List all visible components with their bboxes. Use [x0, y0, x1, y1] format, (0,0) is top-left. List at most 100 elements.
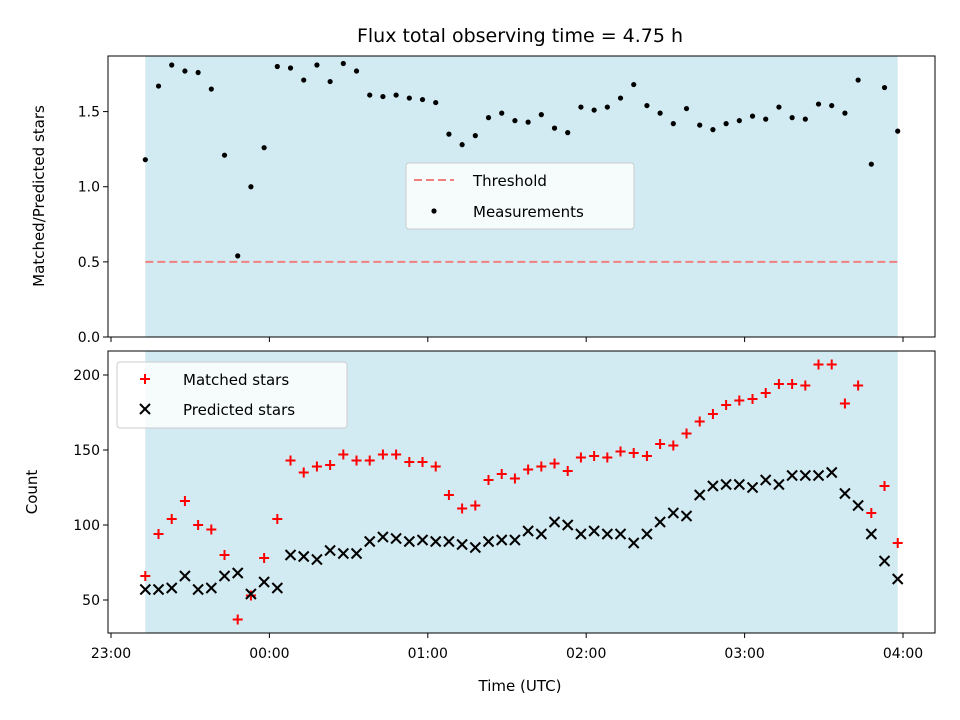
- measurement-point: [235, 253, 241, 259]
- predicted-stars-point: [601, 528, 614, 540]
- matched-stars-point: [747, 394, 758, 404]
- measurement-point: [644, 102, 650, 109]
- matched-stars-point: [153, 529, 164, 539]
- legend-label: Predicted stars: [183, 401, 295, 419]
- matched-stars-point: [140, 571, 151, 581]
- measurement-point: [274, 63, 280, 70]
- measurement-point: [261, 145, 267, 151]
- predicted-stars-point: [826, 466, 838, 479]
- matched-stars-point: [417, 457, 428, 467]
- matched-stars-point: [338, 449, 349, 460]
- measurement-point: [578, 104, 584, 110]
- measurement-point: [485, 115, 492, 121]
- measurement-point: [749, 113, 756, 119]
- matched-stars-point: [892, 538, 903, 548]
- predicted-stars-point: [535, 528, 548, 540]
- predicted-stars-point: [152, 583, 165, 596]
- predicted-stars-point: [707, 480, 719, 492]
- measurement-point: [868, 161, 874, 167]
- predicted-stars-point: [522, 525, 534, 537]
- measurement-point: [525, 119, 531, 125]
- y-tick-label: 50: [82, 593, 100, 609]
- matched-stars-point: [879, 481, 890, 491]
- predicted-stars-point: [720, 478, 732, 491]
- measurement-point: [433, 99, 439, 106]
- measurement-point: [842, 110, 848, 116]
- matched-stars-point: [866, 508, 877, 518]
- matched-stars-point: [826, 359, 837, 370]
- predicted-stars-point: [258, 576, 270, 588]
- measurement-point: [683, 105, 690, 112]
- measurement-point: [169, 62, 175, 68]
- measurement-point: [776, 104, 782, 110]
- measurement-point: [538, 112, 544, 118]
- legend-measurements-handle: [431, 208, 437, 214]
- matched-stars-point: [813, 359, 824, 370]
- measurement-point: [512, 118, 518, 124]
- ratio-y-axis-label: Matched/Predicted stars: [30, 105, 48, 287]
- matched-stars-point: [259, 553, 270, 563]
- predicted-stars-point: [271, 582, 284, 594]
- matched-stars-point: [404, 457, 415, 467]
- predicted-stars-point: [298, 550, 310, 563]
- matched-stars-point: [523, 464, 534, 475]
- x-tick-label: 01:00: [408, 646, 448, 662]
- measurement-point: [829, 102, 835, 109]
- matched-stars-point: [325, 460, 336, 470]
- matched-stars-point: [562, 466, 573, 476]
- predicted-stars-point: [284, 549, 297, 561]
- predicted-stars-point: [588, 525, 600, 537]
- measurement-point: [314, 62, 320, 68]
- matched-stars-point: [206, 524, 217, 535]
- measurement-point: [472, 133, 478, 139]
- y-tick-label: 1.5: [78, 105, 100, 121]
- matched-stars-point: [734, 395, 745, 406]
- count-panel: 50 100 150 200 23:00 00:00 01:00 02:00 03:00 04:0…: [73, 350, 936, 662]
- matched-stars-point: [575, 452, 586, 463]
- matched-stars-point: [536, 461, 547, 472]
- y-tick-label: 100: [73, 518, 100, 534]
- matched-stars-point: [787, 379, 798, 389]
- measurement-point: [327, 78, 333, 85]
- measurement-point: [406, 95, 412, 101]
- measurement-point: [604, 104, 610, 110]
- measurement-point: [631, 81, 637, 88]
- measurement-point: [763, 116, 769, 122]
- predicted-stars-point: [430, 535, 442, 548]
- measurement-point: [459, 142, 465, 148]
- predicted-stars-point: [166, 582, 178, 594]
- predicted-stars-point: [694, 489, 706, 501]
- legend-predicted-handle: [139, 403, 151, 415]
- predicted-stars-point: [311, 553, 323, 566]
- predicted-stars-point: [443, 535, 455, 548]
- predicted-stars-point: [390, 532, 402, 545]
- y-tick-label: 0.5: [78, 255, 100, 271]
- predicted-stars-point: [878, 555, 891, 567]
- matched-stars-point: [377, 449, 388, 460]
- predicted-stars-point: [205, 582, 218, 594]
- predicted-stars-point: [628, 537, 640, 549]
- predicted-stars-point: [865, 528, 878, 540]
- measurement-point: [855, 77, 861, 83]
- measurement-point: [565, 130, 571, 136]
- matched-stars-point: [179, 496, 190, 506]
- matched-stars-point: [219, 550, 230, 560]
- predicted-stars-point: [548, 516, 561, 528]
- y-tick-label: 200: [73, 368, 100, 384]
- matched-stars-point: [443, 490, 454, 500]
- measurement-point: [208, 86, 214, 92]
- x-tick-label: 04:00: [883, 646, 923, 662]
- measurement-point: [617, 95, 624, 101]
- x-tick-label: 00:00: [249, 646, 289, 662]
- ratio-panel: 0.0 0.5 1.0 1.5 Threshold Measurements: [78, 55, 936, 346]
- predicted-stars-point: [509, 534, 521, 546]
- measurement-point: [287, 65, 294, 71]
- legend-box: [405, 162, 635, 230]
- measurement-point: [393, 92, 399, 98]
- measurement-point: [221, 152, 228, 158]
- predicted-stars-point: [575, 528, 587, 540]
- axes-frame: [107, 350, 936, 634]
- y-tick-label: 150: [73, 443, 100, 459]
- matched-stars-point: [298, 467, 309, 478]
